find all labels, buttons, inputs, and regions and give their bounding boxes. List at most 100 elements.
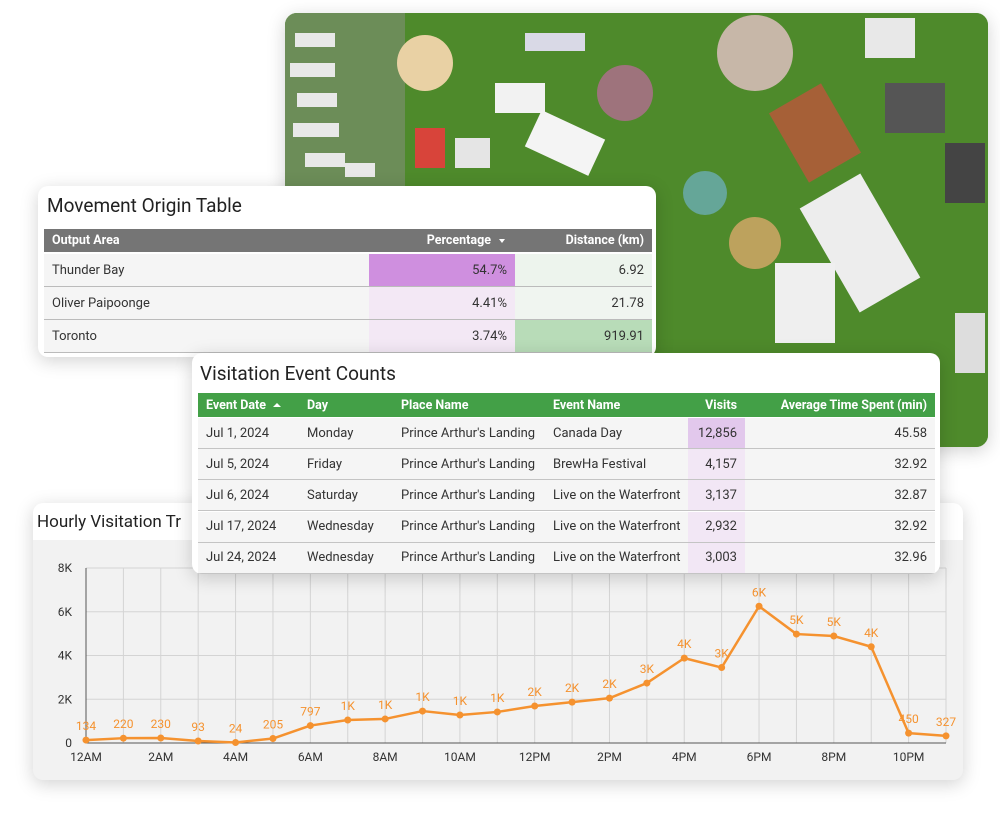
- table-cell: Prince Arthur's Landing: [393, 449, 545, 480]
- data-label: 5K: [827, 615, 842, 629]
- header-cell: Event Date: [198, 393, 299, 417]
- table-cell: 3,003: [688, 542, 745, 573]
- data-label: 4K: [864, 626, 879, 640]
- table-cell: Monday: [299, 418, 393, 448]
- x-tick-label: 2PM: [597, 750, 622, 764]
- table-cell: BrewHa Festival: [545, 449, 688, 480]
- y-tick-label: 0: [65, 736, 72, 750]
- header-row: Event Date Day Place Name Event Name Visits A…: [198, 393, 935, 417]
- data-point: [157, 734, 165, 742]
- data-point: [194, 737, 202, 745]
- header-cell: Output Area: [44, 229, 369, 252]
- data-point: [381, 715, 389, 723]
- data-label: 4K: [677, 637, 692, 651]
- table-cell: Friday: [299, 449, 393, 480]
- sort-icon: [273, 403, 282, 407]
- header-text: Visits: [705, 397, 737, 413]
- data-label: 6K: [752, 585, 767, 599]
- header-text: Event Name: [553, 397, 621, 413]
- table-cell: 4,157: [688, 449, 745, 480]
- chart: 0 2K 4K 6K 8K 12AM 2AM 4AM 6AM 8AM 10AM 12PM 2PM 4PM 6…: [58, 561, 957, 764]
- table-row: Jul 6, 2024 Saturday Prince Arthur's Landi…: [198, 480, 935, 512]
- data-point: [755, 602, 763, 610]
- table-cell: Prince Arthur's Landing: [393, 418, 545, 448]
- data-point: [232, 738, 240, 746]
- header-row: Output Area Percentage Distance (km): [44, 229, 652, 252]
- y-tick-label: 6K: [58, 605, 73, 619]
- table-cell: Live on the Waterfront: [545, 542, 688, 573]
- header-text: Output Area: [52, 233, 120, 248]
- data-label: 24: [229, 721, 243, 735]
- table-cell: Oliver Paipoonge: [44, 287, 369, 319]
- data-point: [905, 729, 913, 737]
- chart-title: Hourly Visitation Tr: [37, 512, 181, 532]
- data-point: [456, 711, 464, 719]
- sort-icon: [499, 238, 505, 243]
- table-cell: 3,137: [688, 480, 745, 511]
- x-tick-label: 10AM: [444, 750, 476, 764]
- table-cell: Jul 24, 2024: [198, 542, 299, 573]
- data-label: 3K: [715, 647, 730, 661]
- table-cell: 32.92: [745, 511, 935, 542]
- data-point: [680, 654, 688, 662]
- header-text: Day: [307, 397, 329, 413]
- data-point: [830, 632, 838, 640]
- data-label: 797: [300, 705, 320, 719]
- table-cell: Jul 6, 2024: [198, 480, 299, 511]
- data-point: [269, 735, 277, 743]
- x-tick-label: 4PM: [672, 750, 697, 764]
- table-cell: 12,856: [688, 418, 745, 448]
- data-point: [82, 736, 90, 744]
- data-label: 220: [113, 717, 133, 731]
- table-cell: Prince Arthur's Landing: [393, 480, 545, 511]
- data-point: [568, 698, 576, 706]
- table-cell: 4.41%: [369, 287, 515, 319]
- data-label: 1K: [415, 690, 430, 704]
- table-row: Toronto 3.74% 919.91: [44, 320, 652, 353]
- data-label: 2K: [565, 681, 580, 695]
- data-point: [306, 722, 314, 730]
- table-row: Jul 1, 2024 Monday Prince Arthur's Landing…: [198, 418, 935, 449]
- data-point: [605, 694, 613, 702]
- data-point: [942, 732, 950, 740]
- table-cell: 32.96: [745, 542, 935, 573]
- table-cell: Jul 5, 2024: [198, 449, 299, 480]
- table-cell: Toronto: [44, 320, 369, 352]
- table-row: Jul 24, 2024 Wednesday Prince Arthur's Lan…: [198, 542, 935, 574]
- header-cell: Visits: [688, 393, 745, 417]
- table-cell: Live on the Waterfront: [545, 511, 688, 542]
- data-label: 5K: [789, 613, 804, 627]
- table-row: Jul 17, 2024 Wednesday Prince Arthur's Lan…: [198, 511, 935, 543]
- header-cell: Place Name: [393, 393, 545, 417]
- table-cell: 919.91: [515, 320, 652, 352]
- data-point: [119, 734, 127, 742]
- table-cell: Wednesday: [299, 542, 393, 573]
- table-cell: 3.74%: [369, 320, 515, 352]
- data-label: 2K: [602, 677, 617, 691]
- y-tick-label: 8K: [58, 561, 73, 575]
- table-cell: Live on the Waterfront: [545, 480, 688, 511]
- x-tick-label: 12PM: [519, 750, 551, 764]
- table-cell: Canada Day: [545, 418, 688, 448]
- table-row: Thunder Bay 54.7% 6.92: [44, 254, 652, 287]
- data-label: 3K: [640, 662, 655, 676]
- table-cell: Jul 1, 2024: [198, 418, 299, 448]
- x-tick-label: 6PM: [747, 750, 772, 764]
- table-cell: 45.58: [745, 418, 935, 448]
- table-cell: Jul 17, 2024: [198, 511, 299, 542]
- table-cell: Thunder Bay: [44, 254, 369, 286]
- table-cell: Prince Arthur's Landing: [393, 511, 545, 542]
- data-label: 1K: [378, 698, 393, 712]
- data-point: [867, 643, 875, 651]
- header-cell: Distance (km): [515, 229, 652, 252]
- table-cell: Saturday: [299, 480, 393, 511]
- header-cell: Event Name: [545, 393, 688, 417]
- table-row: Jul 5, 2024 Friday Prince Arthur's Landing…: [198, 449, 935, 481]
- x-tick-label: 12AM: [70, 750, 102, 764]
- header-text: Distance (km): [565, 233, 644, 248]
- table-cell: Wednesday: [299, 511, 393, 542]
- header-text: Average Time Spent (min): [780, 397, 927, 413]
- y-tick-label: 4K: [58, 649, 73, 663]
- x-tick-label: 8AM: [373, 750, 398, 764]
